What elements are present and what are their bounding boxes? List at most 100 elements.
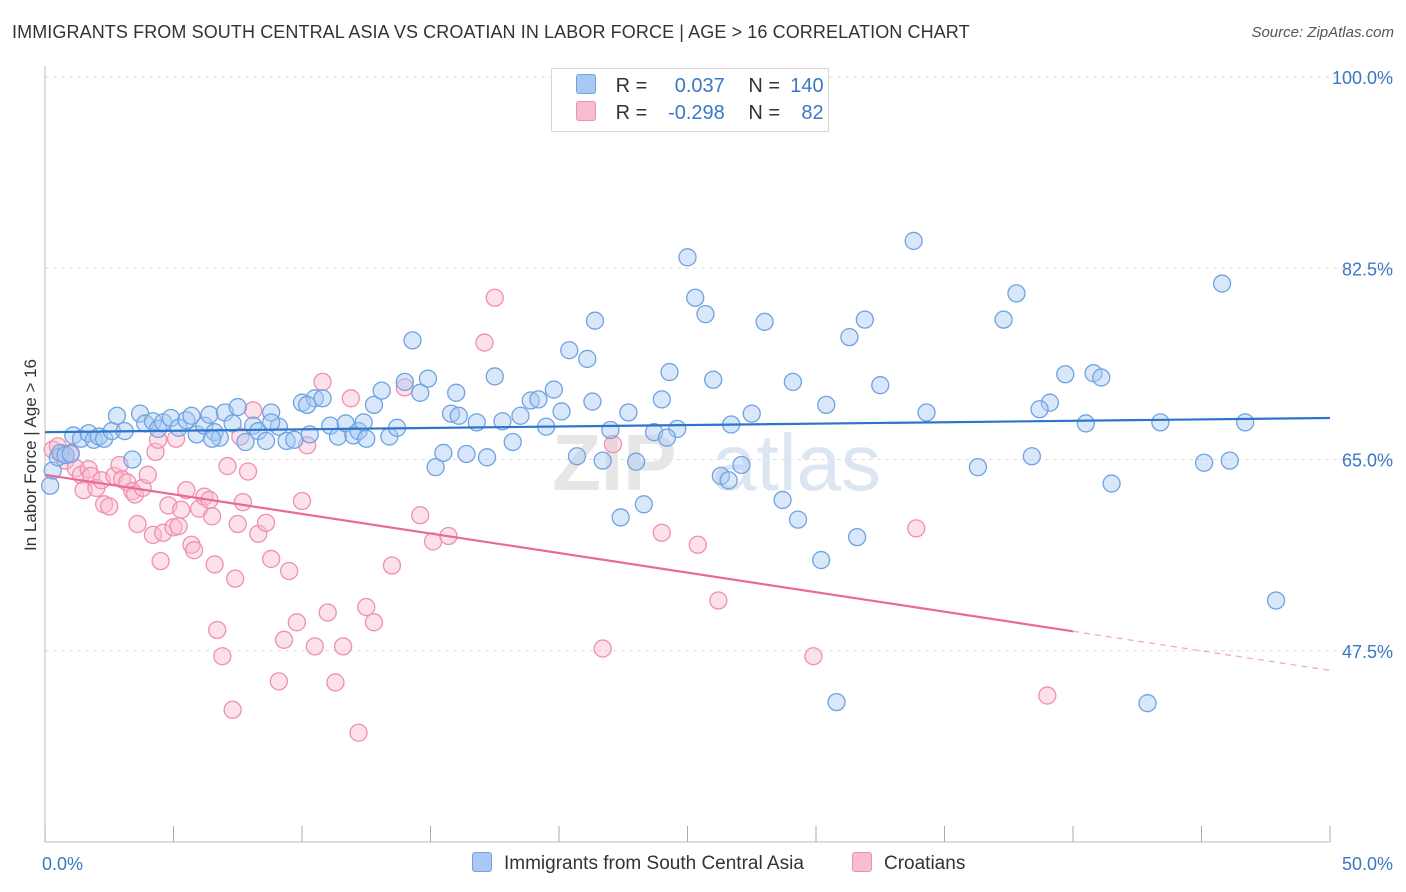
south-central-asia-point (773, 490, 792, 510)
south-central-asia-point (567, 447, 587, 466)
south-central-asia-point (788, 510, 808, 529)
south-central-asia-point (917, 403, 936, 422)
croatians-point (603, 435, 623, 454)
south-central-asia-point (457, 444, 476, 464)
croatians-point (907, 519, 926, 538)
croatians-point (326, 673, 345, 692)
south-central-asia-point (871, 376, 890, 395)
south-central-asia-point (611, 508, 630, 527)
south-central-asia-point (704, 370, 723, 389)
south-central-asia-point (660, 362, 679, 382)
trend-lines (44, 416, 1331, 672)
croatians-point (213, 647, 232, 666)
south-central-asia-point (313, 389, 332, 408)
croatians-point (593, 639, 612, 658)
croatians-point (202, 507, 222, 526)
south-central-asia-point (285, 430, 304, 449)
south-central-asia-point (742, 404, 761, 423)
south-central-asia-point (560, 341, 579, 360)
south-central-asia-point (161, 408, 181, 428)
croatians-point (128, 514, 147, 534)
legend-r-value: 0.037 (674, 75, 725, 97)
south-central-asia-point (578, 349, 597, 369)
croatians-point (269, 672, 289, 691)
watermark: ZIP atlas (552, 418, 881, 507)
croatians-point (184, 541, 204, 560)
legend-n-label: N = (748, 75, 781, 97)
croatians-point (205, 555, 224, 574)
south-central-asia-point (657, 428, 677, 447)
south-central-asia-point (493, 412, 512, 431)
south-central-asia-point (619, 403, 638, 422)
south-central-asia-point (262, 413, 281, 432)
correlation-legend: R = 0.037 N = 140 R = -0.298 N = 82 (551, 68, 829, 132)
south-central-asia-point (202, 429, 222, 448)
watermark-zip: ZIP (552, 418, 676, 507)
south-central-asia-point (182, 406, 201, 425)
croatians-point (154, 523, 173, 542)
south-central-asia-point (357, 429, 376, 448)
grid-lines (45, 76, 1395, 652)
croatians-point (112, 470, 132, 489)
south-central-asia-point (249, 421, 268, 441)
south-central-asia-point (601, 420, 620, 440)
south-central-asia-point (364, 395, 384, 415)
south-central-asia-point (840, 327, 859, 347)
croatians-point (688, 535, 707, 554)
south-central-asia-point (732, 455, 751, 475)
croatians-point (228, 514, 247, 534)
source-credit: Source: ZipAtlas.com (1251, 24, 1394, 41)
croatians-point (341, 389, 360, 408)
south-central-asia-point (434, 443, 453, 463)
watermark-atlas: atlas (712, 418, 881, 507)
legend-r-label: R = (615, 75, 648, 97)
south-central-asia-point (262, 403, 281, 422)
south-central-asia-point (847, 527, 867, 547)
x-tick-label: 0.0% (42, 854, 83, 874)
croatians-point (364, 613, 384, 632)
legend-row-pink: R = -0.298 N = 82 (576, 101, 824, 127)
south-central-asia-point (449, 406, 468, 425)
croatians-point (305, 637, 325, 656)
south-central-asia-point (256, 431, 276, 451)
tick-labels: 100.0% 82.5% 65.0% 47.5% 0.0% 50.0% (42, 68, 1393, 874)
croatians-points (43, 288, 1057, 742)
south-central-asia-point (817, 395, 836, 415)
south-central-asia-point (411, 383, 430, 402)
south-central-asia-point (297, 395, 317, 415)
croatians-trend-line (44, 473, 1074, 633)
croatians-point (172, 500, 191, 519)
south-central-asia-point (447, 383, 466, 402)
croatians-point (151, 551, 170, 571)
croatians-point (169, 517, 188, 536)
south-central-asia-point (1266, 591, 1286, 610)
y-tick-label: 47.5% (1342, 642, 1393, 662)
south-central-asia-point (61, 444, 80, 464)
south-central-asia-point (652, 390, 671, 409)
legend-r-value: -0.298 (668, 102, 725, 124)
south-central-asia-point (1220, 451, 1239, 470)
pink-legend-icon (852, 852, 872, 872)
south-central-asia-point (349, 421, 368, 441)
south-central-asia-point (904, 231, 923, 251)
south-central-asia-point (634, 495, 653, 514)
south-central-asia-point (354, 413, 373, 432)
legend-n-value: 82 (801, 102, 824, 124)
south-central-asia-point (1007, 284, 1026, 303)
south-central-asia-point (719, 471, 738, 490)
croatians-point (226, 569, 245, 588)
south-central-asia-point (228, 397, 247, 417)
croatians-point (475, 333, 494, 352)
y-tick-label: 65.0% (1342, 451, 1393, 471)
south-central-asia-point (1030, 400, 1049, 419)
south-central-asia-point (1212, 274, 1232, 293)
south-central-asia-point (811, 550, 831, 570)
south-central-asia-point (40, 476, 60, 495)
south-central-asia-point (123, 450, 142, 469)
south-central-asia-point (511, 406, 530, 425)
south-central-asia-point (1056, 365, 1075, 384)
south-central-asia-point (477, 448, 497, 467)
south-central-asia-point (426, 457, 445, 477)
south-central-asia-point (529, 390, 548, 409)
